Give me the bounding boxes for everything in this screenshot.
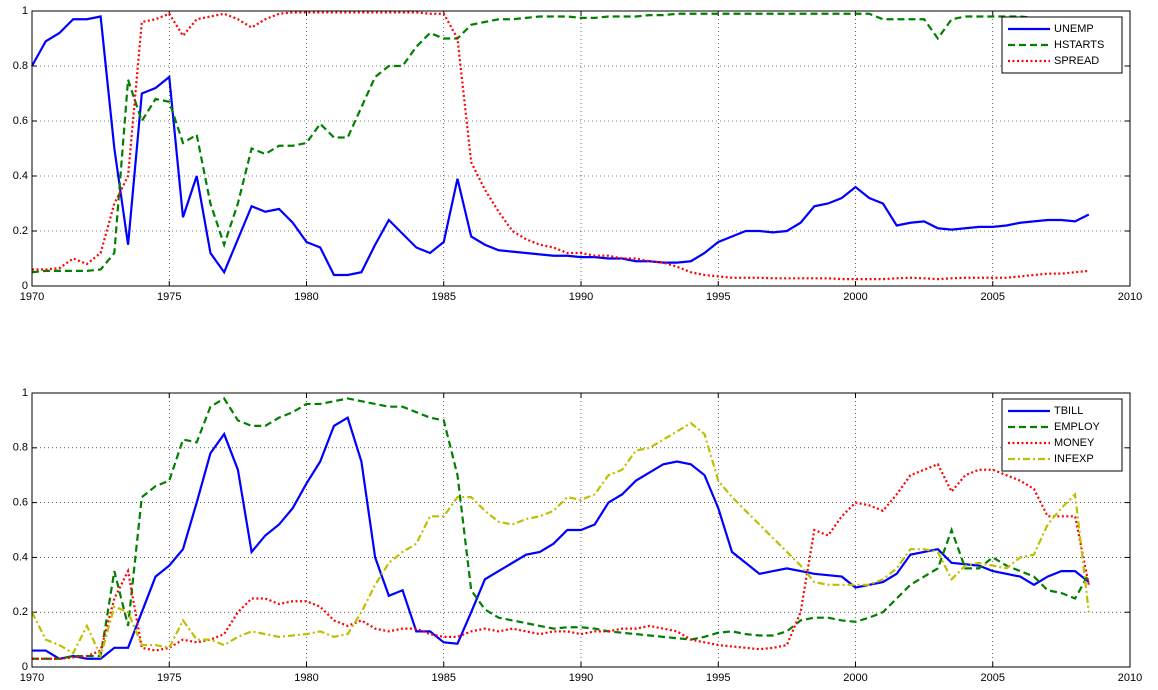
- x-tick-label: 1980: [294, 291, 318, 303]
- y-tick-label: 0.2: [13, 225, 28, 237]
- x-tick-label: 1975: [157, 291, 181, 303]
- y-tick-label: 0.6: [13, 497, 28, 509]
- x-tick-label: 2005: [981, 672, 1005, 684]
- legend: TBILL EMPLOY MONEY INFEXP: [1001, 398, 1123, 472]
- y-tick-label: 0: [22, 280, 28, 292]
- x-tick-label: 1985: [432, 672, 456, 684]
- y-tick-label: 0.4: [13, 170, 28, 182]
- y-tick-label: 0.8: [13, 442, 28, 454]
- axes-box: [31, 10, 1131, 287]
- y-tick-label: 0.2: [13, 606, 28, 618]
- y-tick-label: 1: [22, 5, 28, 17]
- y-tick-label: 0.6: [13, 115, 28, 127]
- x-tick-label: 2000: [843, 672, 867, 684]
- series-line: [32, 415, 1090, 660]
- x-tick-label: 1995: [706, 291, 730, 303]
- x-tick-label: 1990: [569, 672, 593, 684]
- x-tick-label: 2000: [843, 291, 867, 303]
- x-tick-label: 1970: [20, 291, 44, 303]
- series-line: [31, 12, 1090, 274]
- legend-label: TBILL: [1054, 405, 1083, 417]
- series-line: [31, 421, 1090, 660]
- legend-label: INFEXP: [1054, 453, 1094, 465]
- series-line: [32, 11, 1089, 281]
- series-line: [32, 396, 1090, 660]
- legend-label: MONEY: [1054, 437, 1095, 449]
- x-tick-label: 1970: [20, 672, 44, 684]
- x-tick-label: 1975: [157, 672, 181, 684]
- x-tick-label: 2010: [1118, 291, 1142, 303]
- y-tick-label: 1: [22, 387, 28, 399]
- series-line: [31, 15, 1090, 277]
- x-tick-label: 1985: [432, 291, 456, 303]
- chart: 1970 1975 1980 1985 1990 1995 2000 2005 2010 0 0.2…: [13, 5, 1143, 303]
- x-tick-label: 2010: [1118, 672, 1142, 684]
- x-tick-label: 1990: [569, 291, 593, 303]
- chart: 1970 1975 1980 1985 1990 1995 2000 2005 2010 0 0.2…: [13, 387, 1143, 684]
- x-tick-label: 1980: [294, 672, 318, 684]
- legend: UNEMP HSTARTS SPREAD: [1001, 16, 1123, 74]
- y-tick-label: 0: [22, 661, 28, 673]
- y-tick-label: 0.4: [13, 551, 28, 563]
- legend-label: EMPLOY: [1054, 421, 1101, 433]
- x-tick-label: 2005: [981, 291, 1005, 303]
- plot-area: [32, 11, 1130, 286]
- legend-label: HSTARTS: [1054, 39, 1104, 51]
- x-tick-label: 1995: [706, 672, 730, 684]
- y-tick-label: 0.8: [13, 60, 28, 72]
- legend-label: UNEMP: [1054, 23, 1094, 35]
- legend-label: SPREAD: [1054, 55, 1099, 67]
- axes-box: [31, 392, 1131, 668]
